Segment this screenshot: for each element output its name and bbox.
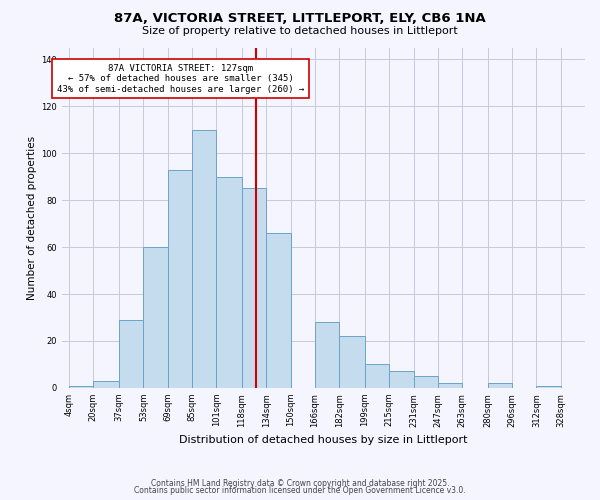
Text: Contains public sector information licensed under the Open Government Licence v3: Contains public sector information licen… [134,486,466,495]
Text: 87A, VICTORIA STREET, LITTLEPORT, ELY, CB6 1NA: 87A, VICTORIA STREET, LITTLEPORT, ELY, C… [114,12,486,26]
Bar [315,322,339,388]
Bar [266,233,290,388]
Bar [94,381,119,388]
Bar [69,386,94,388]
Bar [242,188,266,388]
Bar [119,320,143,388]
Bar [536,386,561,388]
Bar [365,364,389,388]
Bar [216,176,242,388]
Bar [488,383,512,388]
Text: 87A VICTORIA STREET: 127sqm
← 57% of detached houses are smaller (345)
43% of se: 87A VICTORIA STREET: 127sqm ← 57% of det… [57,64,304,94]
Bar [339,336,365,388]
Text: Contains HM Land Registry data © Crown copyright and database right 2025.: Contains HM Land Registry data © Crown c… [151,478,449,488]
X-axis label: Distribution of detached houses by size in Littleport: Distribution of detached houses by size … [179,435,467,445]
Bar [438,383,462,388]
Text: Size of property relative to detached houses in Littleport: Size of property relative to detached ho… [142,26,458,36]
Bar [413,376,438,388]
Bar [167,170,192,388]
Y-axis label: Number of detached properties: Number of detached properties [27,136,37,300]
Bar [192,130,216,388]
Bar [389,372,413,388]
Bar [143,247,167,388]
